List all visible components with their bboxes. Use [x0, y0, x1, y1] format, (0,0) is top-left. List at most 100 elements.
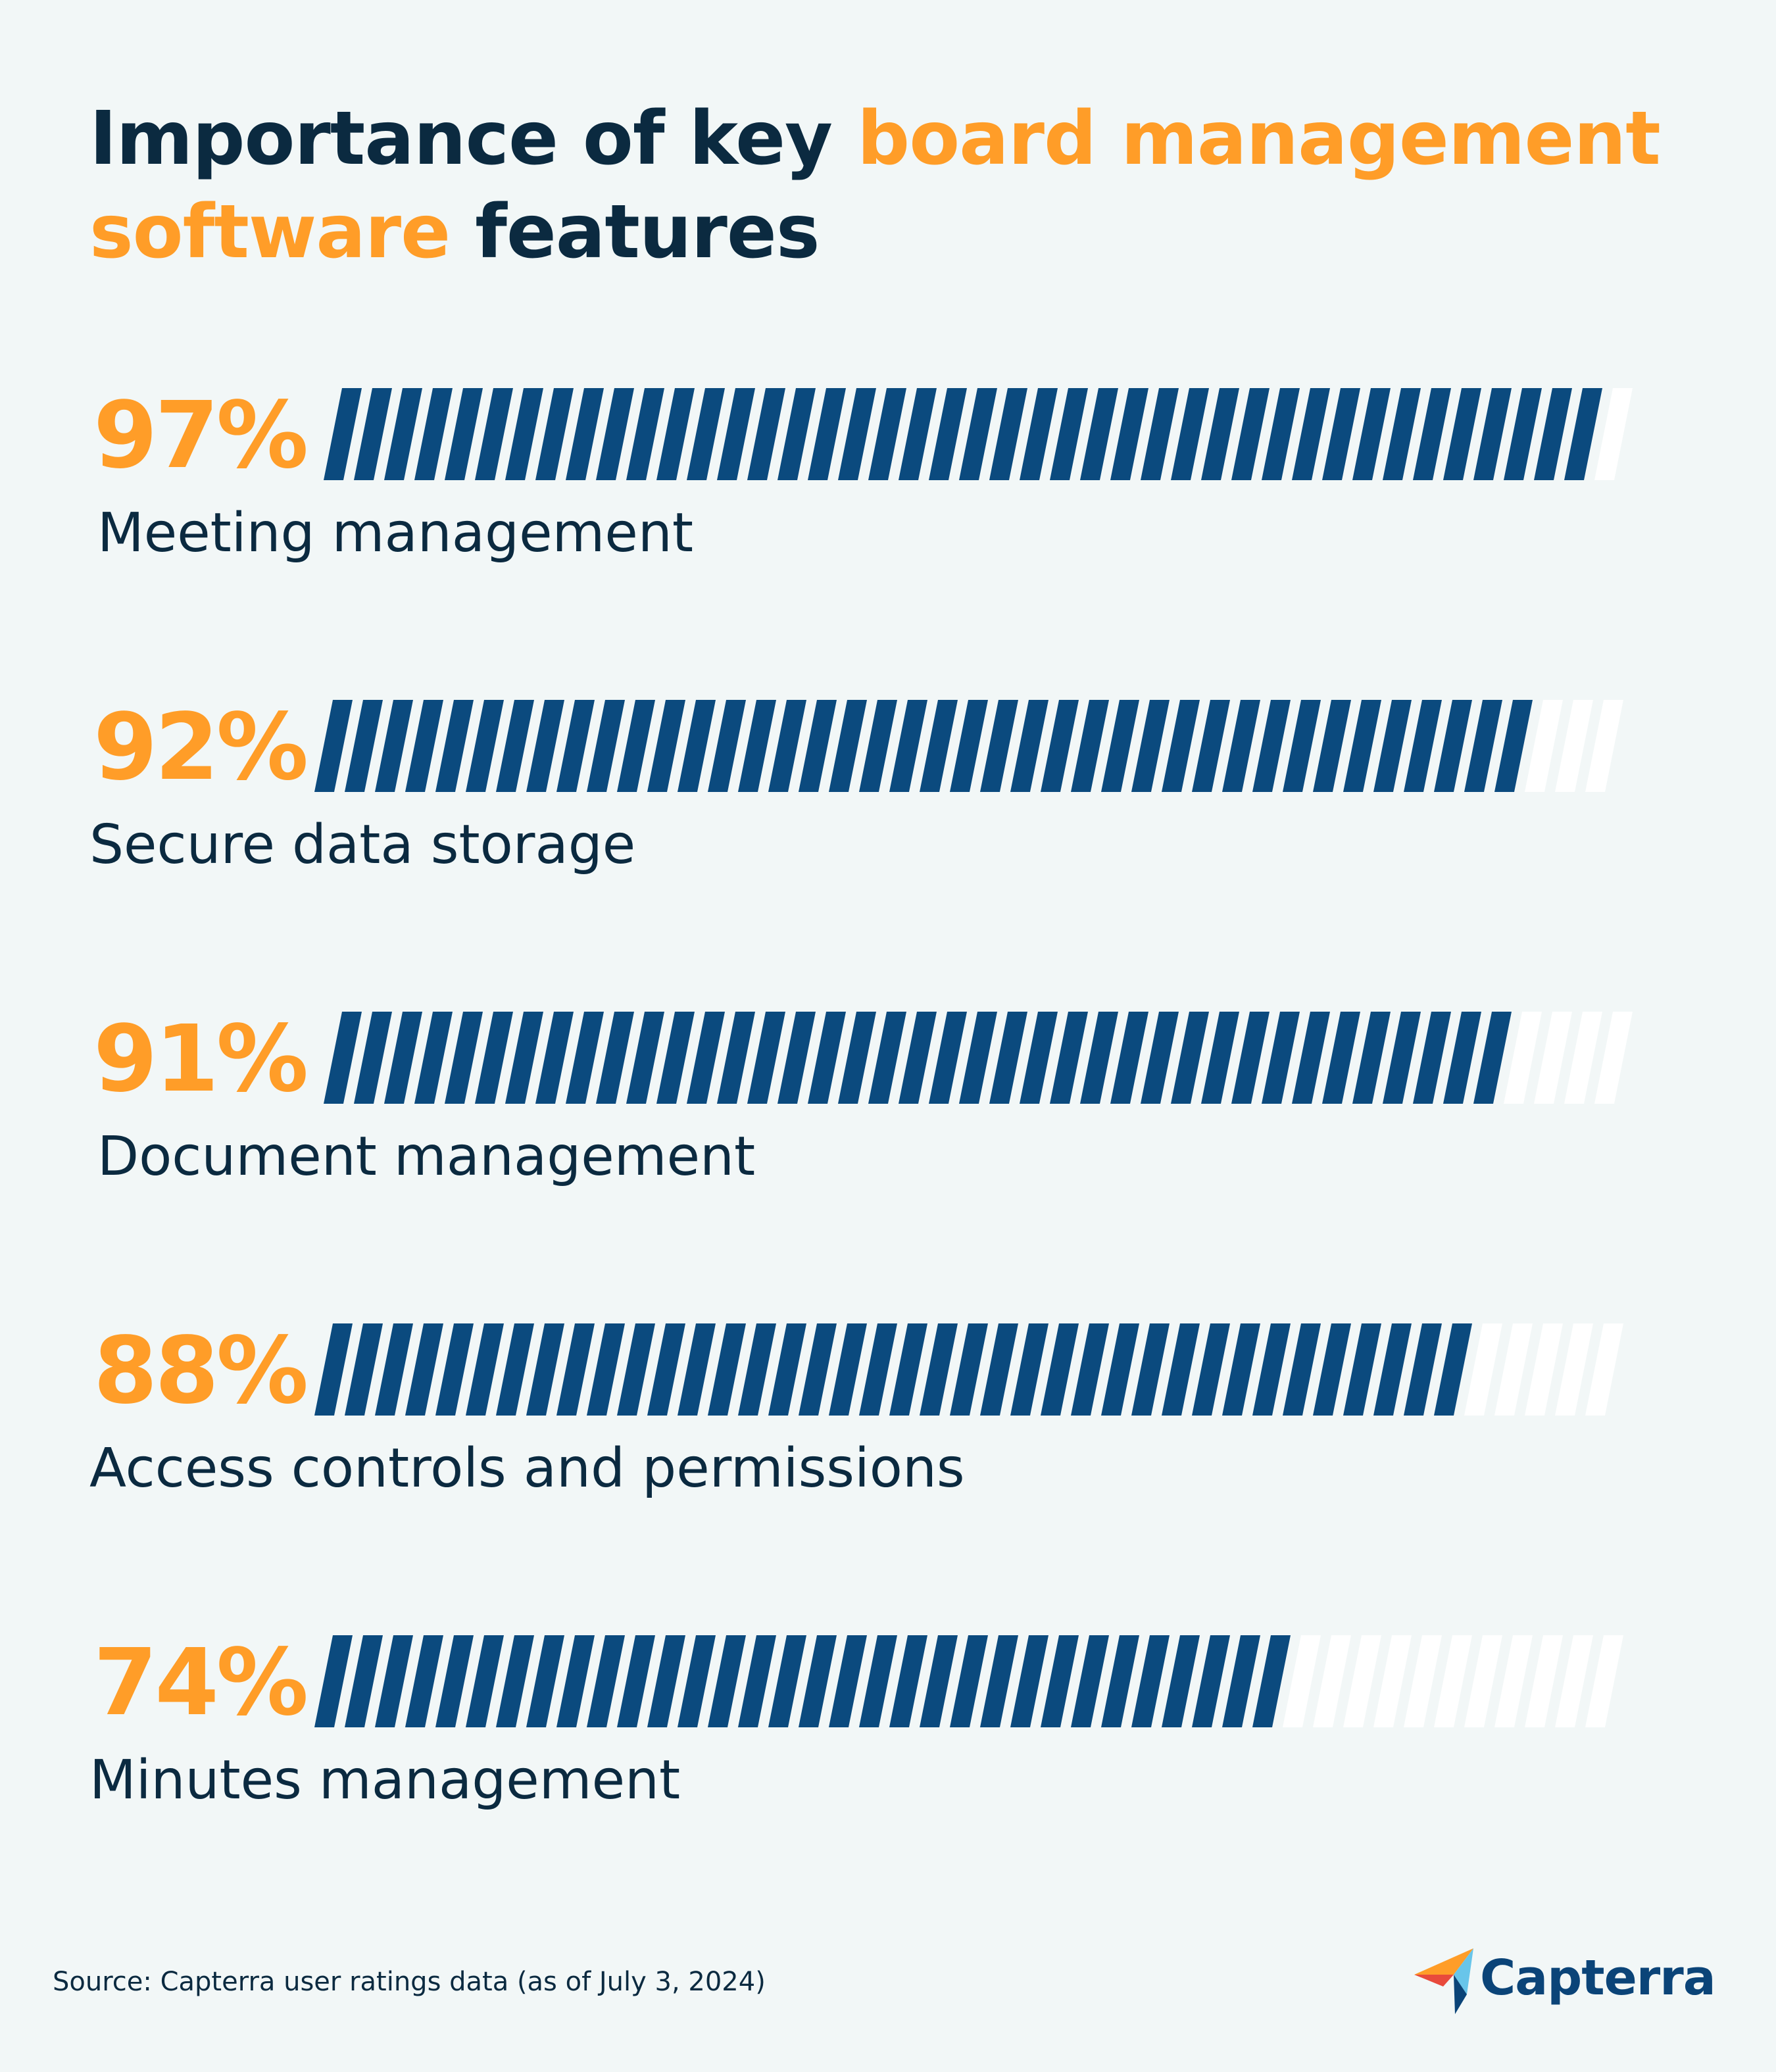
- bar-stripe-filled: [1141, 1012, 1179, 1104]
- bar-stripe-filled: [1283, 1323, 1321, 1416]
- bar-stripe-filled: [445, 388, 483, 480]
- bar-stripe-filled: [959, 388, 997, 480]
- bar-stripe-filled: [1564, 388, 1602, 480]
- bar-stripe-filled: [708, 1635, 746, 1727]
- bar-stripe-filled: [1110, 388, 1148, 480]
- bar-stripe-filled: [929, 388, 967, 480]
- bar-stripe-filled: [656, 388, 695, 480]
- bar-stripe-empty: [1525, 1323, 1563, 1416]
- bar-stripe-filled: [920, 1323, 958, 1416]
- bar-stripe-empty: [1373, 1635, 1412, 1727]
- bar-stripe-filled: [354, 1012, 392, 1104]
- bar-stripe-filled: [354, 388, 392, 480]
- bar-stripe-filled: [345, 1635, 383, 1727]
- bar-stripe-filled: [768, 1323, 806, 1416]
- bar-stripe-filled: [505, 1012, 543, 1104]
- bar-stripe-filled: [466, 700, 504, 792]
- bar-stripe-filled: [1080, 1012, 1118, 1104]
- bar-stripe-filled: [505, 388, 543, 480]
- bar-stripe-filled: [1041, 700, 1079, 792]
- bar-stripe-filled: [656, 1012, 695, 1104]
- bar-stripe-filled: [868, 1012, 906, 1104]
- bar-stripe-filled: [526, 700, 564, 792]
- bar-stripe-empty: [1464, 1635, 1502, 1727]
- logo-text: Capterra: [1480, 1950, 1716, 2006]
- bar-stripe-empty: [1555, 700, 1593, 792]
- bar-stripe-filled: [799, 1635, 837, 1727]
- bar-stripe-filled: [889, 1635, 927, 1727]
- bar-stripe-empty: [1585, 1323, 1623, 1416]
- bar-stripe-filled: [889, 1323, 927, 1416]
- bar-stripe-filled: [566, 388, 604, 480]
- bar-stripe-filled: [747, 388, 785, 480]
- bar-stripe-filled: [1322, 1012, 1360, 1104]
- bar-stripe-filled: [345, 1323, 383, 1416]
- bar-stripe-empty: [1555, 1323, 1593, 1416]
- bar-stripe-filled: [980, 1635, 1018, 1727]
- bar-stripe-filled: [526, 1635, 564, 1727]
- bar-stripe-filled: [535, 388, 574, 480]
- bar-stripe-filled: [626, 388, 664, 480]
- value-label-3: 91%: [93, 1006, 306, 1113]
- bar-stripe-filled: [838, 1012, 876, 1104]
- bar-stripe-filled: [738, 1323, 776, 1416]
- bar-stripe-empty: [1504, 1012, 1542, 1104]
- bar-chart: 97% Meeting management 92% Secure data stor…: [89, 382, 1633, 1812]
- bar-stripe-filled: [899, 388, 937, 480]
- category-label-4: Access controls and permissions: [89, 1437, 965, 1500]
- bar-stripe-filled: [535, 1012, 574, 1104]
- bar-stripe-filled: [868, 388, 906, 480]
- bar-5: [314, 1635, 1623, 1727]
- bar-stripe-empty: [1525, 1635, 1563, 1727]
- bar-stripe-filled: [829, 700, 867, 792]
- bar-stripe-filled: [1192, 1323, 1230, 1416]
- bar-stripe-filled: [989, 1012, 1027, 1104]
- bar-stripe-filled: [1050, 388, 1088, 480]
- bar-stripe-filled: [1252, 1635, 1291, 1727]
- bar-stripe-filled: [1050, 1012, 1088, 1104]
- bar-stripe-filled: [1473, 1012, 1512, 1104]
- bar-stripe-filled: [1373, 700, 1412, 792]
- bar-stripe-filled: [1192, 700, 1230, 792]
- bar-stripe-filled: [687, 388, 725, 480]
- bar-stripe-filled: [375, 1323, 413, 1416]
- bar-stripe-filled: [989, 388, 1027, 480]
- bar-stripe-filled: [1192, 1635, 1230, 1727]
- bar-stripe-filled: [1020, 388, 1058, 480]
- bar-stripe-filled: [1171, 1012, 1209, 1104]
- bar-stripe-filled: [859, 1635, 897, 1727]
- bar-stripe-empty: [1594, 1012, 1633, 1104]
- bar-stripe-filled: [556, 1323, 595, 1416]
- bar-stripe-filled: [445, 1012, 483, 1104]
- bar-stripe-empty: [1464, 1323, 1502, 1416]
- bar-stripe-filled: [1131, 1323, 1170, 1416]
- bar-stripe-filled: [829, 1635, 867, 1727]
- bar-stripe-filled: [556, 700, 595, 792]
- bar-stripe-filled: [617, 1635, 655, 1727]
- bar-stripe-filled: [717, 388, 755, 480]
- bar-stripe-filled: [768, 1635, 806, 1727]
- bar-stripe-filled: [950, 700, 988, 792]
- bar-stripe-filled: [1434, 1323, 1472, 1416]
- chart-title: Importance of key board management softwa…: [89, 92, 1668, 279]
- bar-stripe-filled: [1404, 700, 1442, 792]
- bar-stripe-filled: [1222, 1635, 1260, 1727]
- bar-stripe-filled: [859, 700, 897, 792]
- bar-stripe-filled: [1262, 388, 1300, 480]
- category-label-1: Meeting management: [97, 502, 693, 564]
- bar-stripe-filled: [1162, 700, 1200, 792]
- bar-stripe-filled: [1352, 1012, 1391, 1104]
- bar-stripe-filled: [1383, 1012, 1421, 1104]
- bar-stripe-empty: [1283, 1635, 1321, 1727]
- bar-stripe-filled: [1373, 1323, 1412, 1416]
- bar-stripe-filled: [1343, 700, 1381, 792]
- bar-stripe-filled: [587, 1635, 625, 1727]
- bar-stripe-filled: [1383, 388, 1421, 480]
- bar-stripe-filled: [1041, 1635, 1079, 1727]
- bar-stripe-filled: [859, 1323, 897, 1416]
- bar-stripe-filled: [1071, 1323, 1109, 1416]
- bar-stripe-filled: [1141, 388, 1179, 480]
- bar-stripe-filled: [1464, 700, 1502, 792]
- bar-stripe-filled: [1080, 388, 1118, 480]
- capterra-arrow-icon: [1414, 1948, 1473, 2014]
